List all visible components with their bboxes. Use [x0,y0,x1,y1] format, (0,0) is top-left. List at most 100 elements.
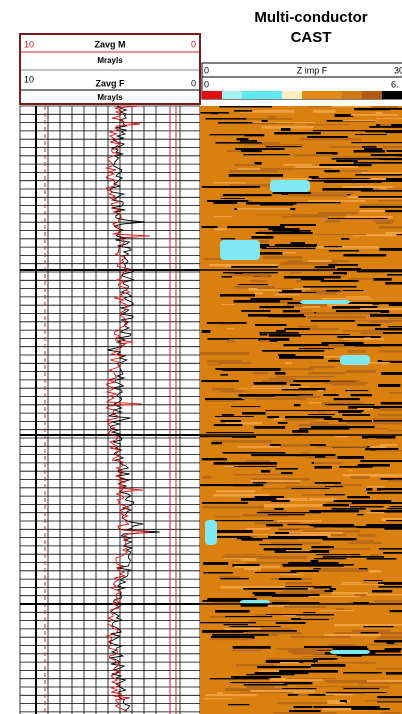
image-streak [348,196,359,198]
image-streak [239,388,299,389]
image-streak [325,694,352,696]
image-streak [351,142,402,143]
image-streak [351,394,372,396]
image-streak [275,244,317,246]
image-streak [240,140,257,142]
image-streak [220,374,228,376]
image-streak [205,398,244,400]
image-streak [360,460,402,462]
image-streak [231,406,260,407]
image-streak [366,512,384,514]
image-streak [325,220,340,223]
image-streak [214,520,274,521]
image-streak [332,508,366,510]
image-streak [283,590,324,592]
page: Multi-conductor CAST 10 Zavg M 0 Mrayls … [0,0,402,714]
image-streak [379,350,402,352]
image-patch [330,650,370,654]
image-streak [202,330,211,333]
image-streak [208,364,221,365]
image-streak [242,538,263,541]
image-streak [288,194,347,197]
image-streak [204,698,233,699]
image-streak [252,122,315,123]
image-streak [285,418,315,421]
image-streak [289,710,321,712]
image-streak [383,332,402,334]
image-streak [378,200,402,201]
image-streak [346,296,369,297]
image-streak [202,502,248,504]
title-line: CAST [291,29,332,46]
image-streak [225,616,260,617]
image-streak [298,326,318,327]
image-streak [202,506,264,508]
image-streak [325,382,367,384]
image-streak [280,574,304,575]
image-streak [380,444,397,446]
image-streak [241,150,262,152]
image-streak [331,384,364,386]
image-streak [225,466,234,467]
image-streak [224,628,261,630]
image-streak [276,648,333,650]
image-streak [241,310,270,312]
image-streak [356,174,402,176]
image-streak [378,384,400,387]
image-streak [341,238,349,240]
image-streak [200,622,256,623]
image-streak [343,120,377,121]
image-streak [329,250,359,251]
image-streak [217,324,233,325]
image-streak [310,560,318,562]
image-streak [222,556,269,558]
image-streak [205,694,256,696]
image-streak [309,176,319,178]
image-streak [316,554,360,555]
image-streak [357,324,380,326]
image-streak [241,692,294,693]
image-streak [237,208,290,210]
image-streak [390,610,402,612]
image-streak [386,520,402,521]
image-streak [279,578,302,580]
image-streak [359,198,402,199]
image-streak [357,514,363,515]
image-streak [342,414,370,416]
image-streak [278,520,322,522]
image-streak [246,528,271,530]
image-streak [280,662,299,663]
image-streak [260,168,293,170]
image-streak [234,566,280,568]
image-streak [278,422,288,424]
image-streak [283,310,300,312]
image-streak [352,654,402,656]
curve-name: Zavg M [94,39,125,49]
image-streak [292,486,325,488]
image-streak [282,290,302,292]
image-streak [257,288,293,289]
color-swatch [202,91,222,99]
image-streak [349,542,382,544]
image-streak [214,424,243,426]
image-streak [367,492,402,494]
image-streak [223,452,286,454]
image-streak [234,110,252,112]
image-streak [376,112,382,114]
image-streak [344,338,385,340]
image-streak [300,138,361,140]
image-patch [270,180,310,192]
image-streak [336,160,357,162]
image-streak [291,636,351,638]
image-streak [221,198,245,199]
image-streak [262,142,279,144]
image-streak [268,658,313,660]
image-streak [229,174,283,177]
image-streak [213,182,246,183]
image-streak [306,124,349,125]
image-streak [319,164,371,166]
image-streak [215,610,250,613]
image-streak [308,200,365,202]
image-streak [325,494,345,495]
image-streak [274,132,321,134]
